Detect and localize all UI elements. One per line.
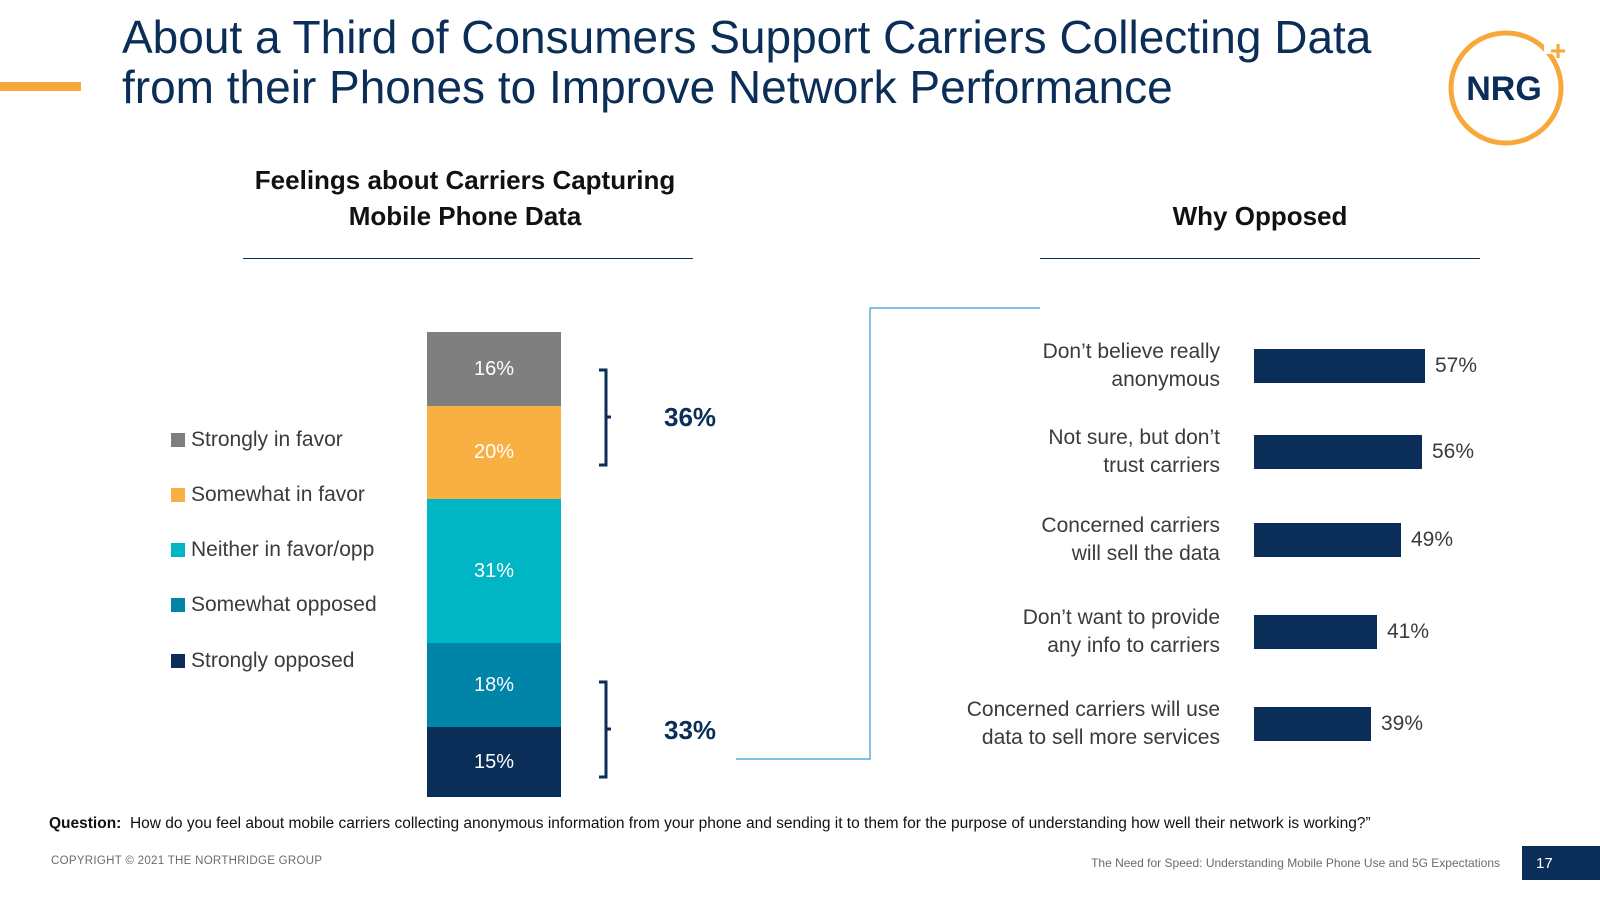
category-label: Concerned carriers will use data to sell… bbox=[966, 698, 1220, 749]
legend-item: Strongly in favor bbox=[171, 426, 343, 454]
nrg-logo: NRG + bbox=[1448, 28, 1570, 146]
left-chart-title: Feelings about Carriers Capturing Mobile… bbox=[254, 165, 676, 231]
legend-swatch bbox=[171, 654, 185, 668]
legend-label: Somewhat opposed bbox=[191, 593, 377, 616]
bar bbox=[1254, 615, 1377, 649]
stack-segment: 18% bbox=[427, 643, 561, 727]
legend-label: Strongly opposed bbox=[191, 649, 355, 672]
page-number: 17 bbox=[1522, 846, 1600, 880]
legend-swatch bbox=[171, 433, 185, 447]
category-label: Don’t believe really anonymous bbox=[1042, 340, 1220, 391]
bar bbox=[1254, 435, 1422, 469]
legend-item: Somewhat opposed bbox=[171, 591, 377, 619]
legend-swatch bbox=[171, 488, 185, 502]
logo-plus: + bbox=[1550, 35, 1566, 66]
stack-segment: 16% bbox=[427, 332, 561, 406]
bar bbox=[1254, 707, 1371, 741]
bar-value-label: 49% bbox=[1411, 528, 1454, 551]
legend-item: Neither in favor/opp bbox=[171, 536, 374, 564]
question-text: Question: How do you feel about mobile c… bbox=[49, 815, 1371, 833]
bar-value-label: 41% bbox=[1387, 620, 1430, 643]
question-body: How do you feel about mobile carriers co… bbox=[129, 815, 1371, 832]
right-chart-title: Why Opposed bbox=[1172, 201, 1348, 231]
accent-bar bbox=[0, 82, 81, 91]
legend-label: Neither in favor/opp bbox=[191, 538, 375, 561]
copyright: COPYRIGHT © 2021 THE NORTHRIDGE GROUP bbox=[51, 855, 323, 867]
legend-swatch bbox=[171, 598, 185, 612]
bar-value-label: 57% bbox=[1435, 354, 1478, 377]
bracket-marks bbox=[599, 368, 611, 779]
bar bbox=[1254, 349, 1425, 383]
segment-label: 16% bbox=[473, 357, 515, 380]
bar bbox=[1254, 523, 1401, 557]
question-label: Question: bbox=[49, 815, 122, 832]
right-title-rule bbox=[1040, 258, 1480, 259]
stack-segment: 20% bbox=[427, 406, 561, 499]
legend-label: Strongly in favor bbox=[191, 428, 343, 451]
page-title: About a Third of Consumers Support Carri… bbox=[122, 11, 1372, 113]
legend-item: Somewhat in favor bbox=[171, 481, 365, 509]
bracket-label-opposed: 33% bbox=[664, 715, 717, 745]
legend-swatch bbox=[171, 543, 185, 557]
segment-label: 31% bbox=[473, 559, 515, 582]
category-label: Not sure, but don’t trust carriers bbox=[1048, 426, 1220, 477]
segment-label: 15% bbox=[473, 750, 515, 773]
bracket-label-favor: 36% bbox=[664, 402, 717, 432]
bracket-bottom bbox=[599, 680, 611, 779]
category-label: Don’t want to provide any info to carrie… bbox=[1022, 606, 1220, 657]
segment-label: 18% bbox=[473, 673, 515, 696]
legend-label: Somewhat in favor bbox=[191, 483, 365, 506]
segment-label: 20% bbox=[473, 441, 515, 463]
report-title: The Need for Speed: Understanding Mobile… bbox=[1091, 856, 1500, 870]
legend-item: Strongly opposed bbox=[171, 647, 354, 675]
bar-value-label: 39% bbox=[1381, 712, 1424, 735]
bar-value-label: 56% bbox=[1432, 440, 1475, 463]
left-title-rule bbox=[243, 258, 693, 259]
category-label: Concerned carriers will sell the data bbox=[1041, 514, 1220, 565]
bracket-top bbox=[599, 368, 611, 467]
stack-segment: 31% bbox=[427, 499, 561, 643]
connector-line bbox=[736, 307, 1040, 760]
stack-segment: 15% bbox=[427, 727, 561, 797]
logo-text: NRG bbox=[1466, 70, 1542, 108]
